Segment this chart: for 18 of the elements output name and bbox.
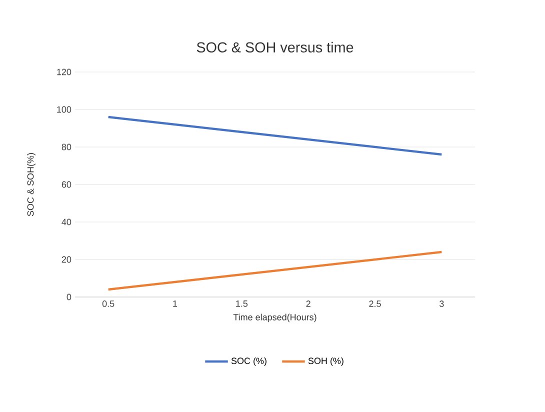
- y-tick-label: 120: [57, 68, 72, 76]
- y-tick-label: 80: [62, 144, 72, 150]
- x-tick-label: 1.5: [236, 300, 248, 307]
- x-tick-label: 2: [306, 300, 310, 307]
- x-tick-label: 1: [173, 300, 178, 307]
- x-tick-label: 0.5: [102, 300, 114, 307]
- x-tick-label: 2.5: [369, 300, 381, 307]
- legend-label: SOH (%): [308, 357, 344, 366]
- y-tick-label: 100: [57, 106, 72, 113]
- chart-title: SOC & SOH versus time: [196, 42, 354, 52]
- x-axis-title: Time elapsed(Hours): [233, 314, 316, 322]
- y-axis-title: SOC & SOH(%): [27, 153, 36, 216]
- x-tick-label: 3: [440, 300, 444, 307]
- y-tick-label: 60: [62, 181, 72, 188]
- y-tick-label: 40: [62, 218, 72, 226]
- y-tick-label: 0: [66, 294, 72, 300]
- legend-label: SOC (%): [231, 357, 266, 366]
- y-tick-label: 20: [62, 256, 72, 263]
